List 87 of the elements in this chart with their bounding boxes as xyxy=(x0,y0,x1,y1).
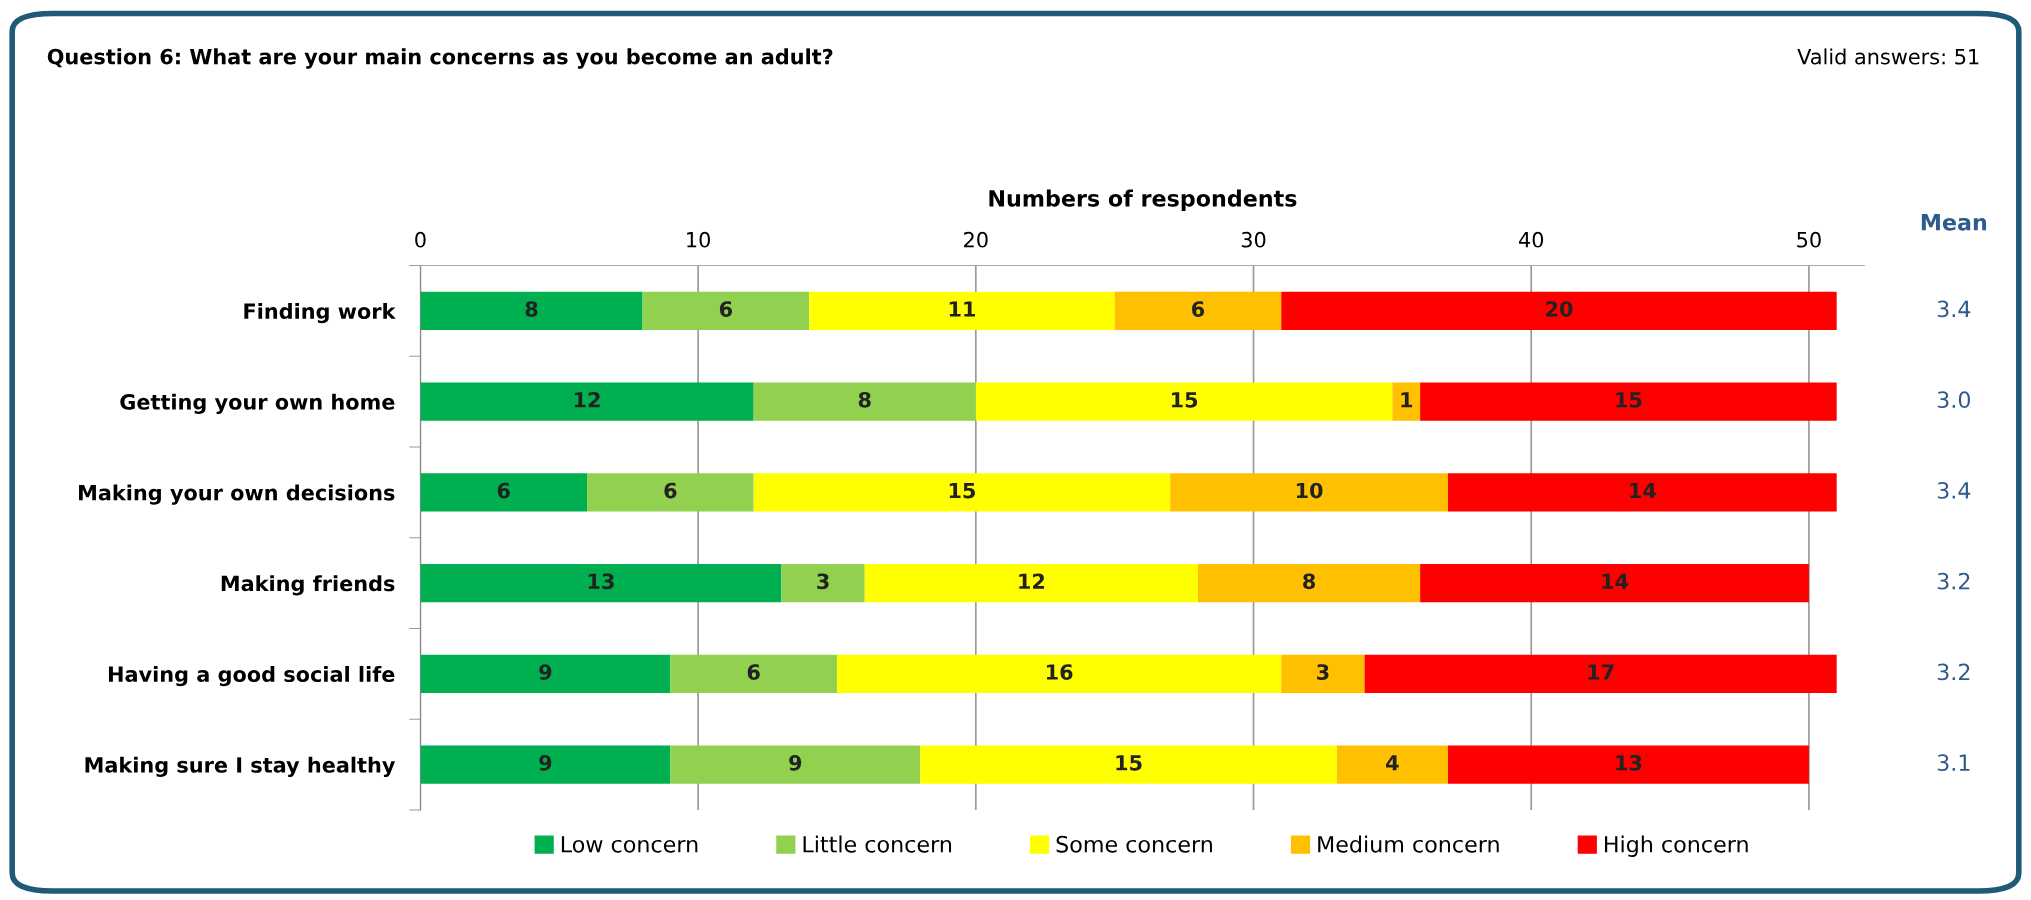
bar xyxy=(1170,473,1448,512)
bar xyxy=(1281,654,1365,693)
data-label: 12 xyxy=(574,391,600,408)
data-label: 6 xyxy=(747,664,760,680)
bar xyxy=(420,654,671,693)
x-axis-title: Numbers of respondents xyxy=(989,189,1297,212)
data-label: 9 xyxy=(789,754,802,771)
y-tick-label: Finding work xyxy=(244,302,396,324)
y-tick-label: Getting your own home xyxy=(120,393,395,415)
legend-label: Medium concern xyxy=(1318,835,1499,853)
text: 3.4 xyxy=(1937,482,1971,499)
bar xyxy=(1114,291,1282,330)
bar xyxy=(1197,564,1421,603)
x-tick-label: 30 xyxy=(1241,231,1266,248)
bar xyxy=(975,382,1393,421)
chart-title: Question 6: What are your main concerns as you become an adult? xyxy=(47,48,833,69)
data-label: 13 xyxy=(1616,754,1642,771)
y-tick-label: Making sure I stay healthy xyxy=(85,756,396,778)
bar xyxy=(420,382,754,421)
bar xyxy=(1420,382,1837,421)
bar xyxy=(1392,382,1421,421)
data-label: 11 xyxy=(949,301,975,317)
bar xyxy=(1447,473,1837,512)
data-label: 14 xyxy=(1602,573,1629,589)
bar xyxy=(642,291,810,330)
x-tick-label: 20 xyxy=(964,231,988,248)
data-label: 8 xyxy=(858,391,871,408)
data-label: 10 xyxy=(1296,482,1323,499)
data-label: 15 xyxy=(949,482,975,499)
bar xyxy=(1420,564,1809,603)
text: 3.2 xyxy=(1937,663,1970,681)
data-label: 16 xyxy=(1046,664,1073,680)
text: 3.4 xyxy=(1937,300,1971,318)
bar xyxy=(420,291,643,330)
data-label: 20 xyxy=(1546,301,1573,317)
bar xyxy=(587,473,754,512)
bar xyxy=(781,564,865,603)
data-label: 1 xyxy=(1401,392,1413,408)
bar xyxy=(920,745,1337,784)
data-label: 3 xyxy=(1317,664,1329,680)
data-label: 3 xyxy=(817,573,829,590)
bar xyxy=(1281,291,1837,330)
bar xyxy=(1336,745,1448,784)
legend-label: High concern xyxy=(1605,835,1748,857)
data-label: 6 xyxy=(1192,301,1205,317)
x-tick-label: 10 xyxy=(687,231,710,248)
legend-label: Little concern xyxy=(803,835,952,853)
text: Mean xyxy=(1921,214,1987,231)
data-label: 6 xyxy=(719,301,733,317)
legend-label: Some concern xyxy=(1056,835,1212,853)
bar xyxy=(1447,745,1809,784)
bar xyxy=(809,291,1115,330)
data-label: 13 xyxy=(588,573,614,590)
bar xyxy=(753,473,1171,512)
data-label: 15 xyxy=(1116,755,1142,771)
bar xyxy=(670,745,921,784)
bar xyxy=(753,382,976,421)
text: 3.1 xyxy=(1937,754,1970,772)
data-label: 8 xyxy=(525,301,538,317)
bar xyxy=(836,654,1282,693)
data-label: 17 xyxy=(1588,664,1614,680)
x-tick-label: 40 xyxy=(1518,231,1544,248)
data-label: 8 xyxy=(1303,573,1316,590)
data-label: 15 xyxy=(1616,392,1642,408)
bar xyxy=(864,564,1198,603)
y-tick-label: Having a good social life xyxy=(108,665,395,687)
bar xyxy=(420,745,671,784)
x-tick-label: 50 xyxy=(1797,231,1821,248)
y-tick-label: Making friends xyxy=(221,575,395,596)
text: 3.2 xyxy=(1937,572,1970,590)
data-label: 9 xyxy=(539,664,552,680)
data-label: 9 xyxy=(539,754,552,771)
data-label: 12 xyxy=(1019,573,1045,589)
x-tick-label: 0 xyxy=(415,231,426,248)
bar xyxy=(420,473,588,512)
data-label: 4 xyxy=(1386,755,1399,771)
bar xyxy=(670,654,837,693)
y-tick-label: Making your own decisions xyxy=(79,484,395,505)
legend-label: Low concern xyxy=(561,836,698,853)
text: Valid answers: 51 xyxy=(1797,48,1979,65)
data-label: 6 xyxy=(497,482,510,499)
data-label: 14 xyxy=(1630,482,1656,499)
bar xyxy=(1364,654,1837,693)
data-label: 6 xyxy=(664,482,677,499)
data-label: 15 xyxy=(1171,392,1198,408)
bar xyxy=(420,564,782,603)
text: 3.0 xyxy=(1937,391,1971,409)
